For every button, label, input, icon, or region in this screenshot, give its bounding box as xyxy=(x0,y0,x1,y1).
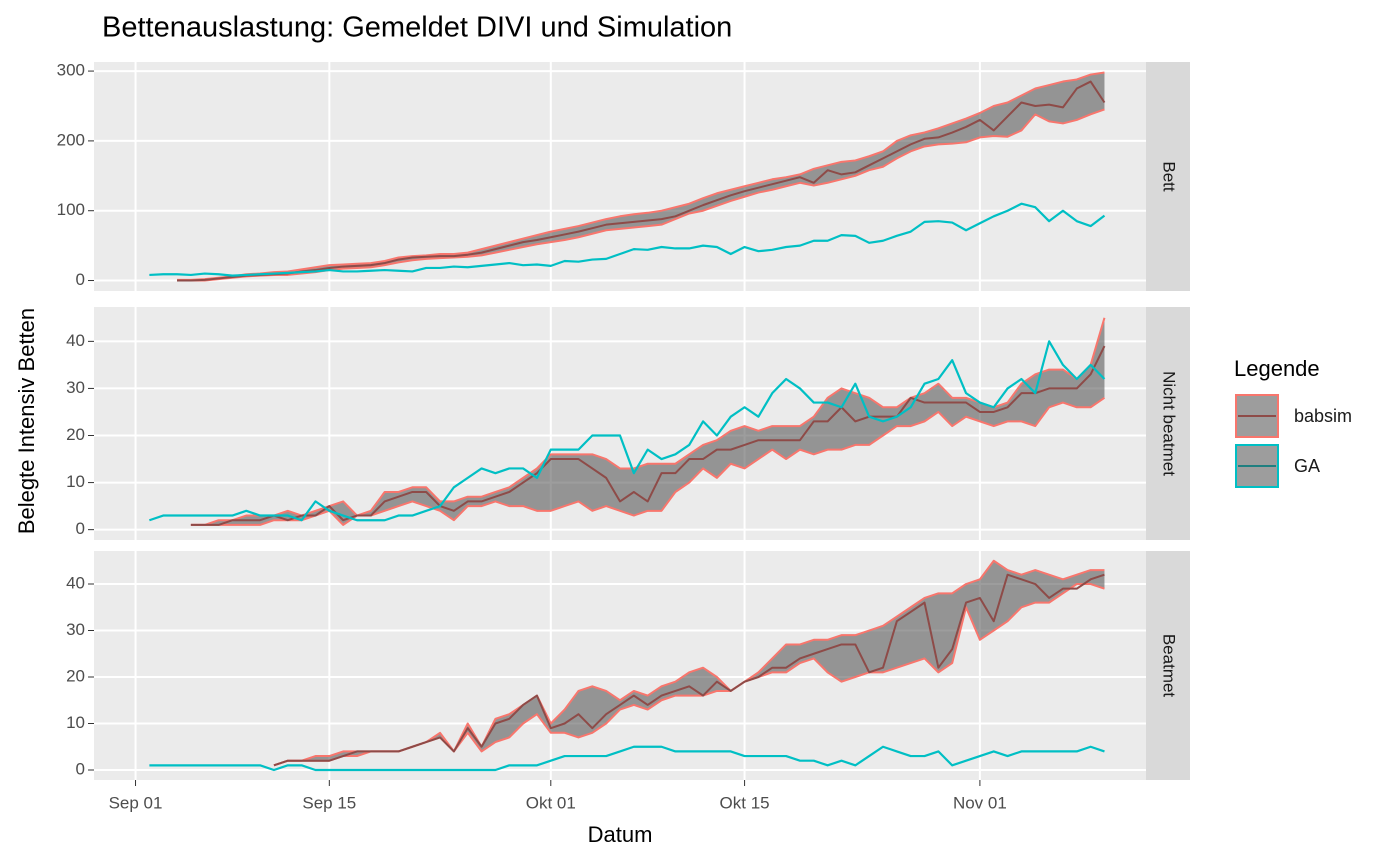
x-axis-label: Datum xyxy=(588,822,653,847)
x-tick-label: Sep 15 xyxy=(302,793,356,812)
series-line xyxy=(149,202,1106,277)
series-line xyxy=(190,317,1106,526)
y-axis-label: Belegte Intensiv Betten xyxy=(14,308,39,534)
series-line xyxy=(149,340,1106,522)
y-tick-label: 10 xyxy=(66,713,85,732)
y-tick-label: 300 xyxy=(57,61,85,80)
y-tick-label: 40 xyxy=(66,573,85,592)
y-tick-label: 0 xyxy=(76,759,85,778)
strip-background xyxy=(1146,62,1190,291)
strip-label: Beatmet xyxy=(1160,634,1179,698)
strip-label: Bett xyxy=(1160,161,1179,192)
y-tick-label: 40 xyxy=(66,331,85,350)
series-line xyxy=(190,397,1106,526)
y-tick-label: 0 xyxy=(76,519,85,538)
series-line xyxy=(177,71,1105,281)
legend-label: babsim xyxy=(1294,406,1352,426)
panel-background xyxy=(94,62,1146,291)
y-tick-label: 100 xyxy=(57,200,85,219)
y-tick-label: 30 xyxy=(66,378,85,397)
x-tick-label: Okt 15 xyxy=(720,793,770,812)
strip-label: Nicht beatmet xyxy=(1160,371,1179,476)
series-line xyxy=(190,345,1106,526)
y-tick-label: 10 xyxy=(66,472,85,491)
strip-background xyxy=(1146,551,1190,780)
series-line xyxy=(177,80,1106,282)
y-tick-label: 20 xyxy=(66,666,85,685)
x-tick-label: Nov 01 xyxy=(953,793,1007,812)
y-tick-label: 200 xyxy=(57,130,85,149)
y-tick-label: 20 xyxy=(66,425,85,444)
legend-label: GA xyxy=(1294,456,1320,476)
y-tick-label: 30 xyxy=(66,620,85,639)
chart-title: Bettenauslastung: Gemeldet DIVI und Simu… xyxy=(102,12,732,44)
strip-background xyxy=(1146,307,1190,540)
x-tick-label: Sep 01 xyxy=(109,793,163,812)
series-line xyxy=(273,573,1105,767)
legend-title: Legende xyxy=(1234,356,1320,381)
y-tick-label: 0 xyxy=(76,270,85,289)
series-line xyxy=(149,745,1105,772)
x-tick-label: Okt 01 xyxy=(526,793,576,812)
